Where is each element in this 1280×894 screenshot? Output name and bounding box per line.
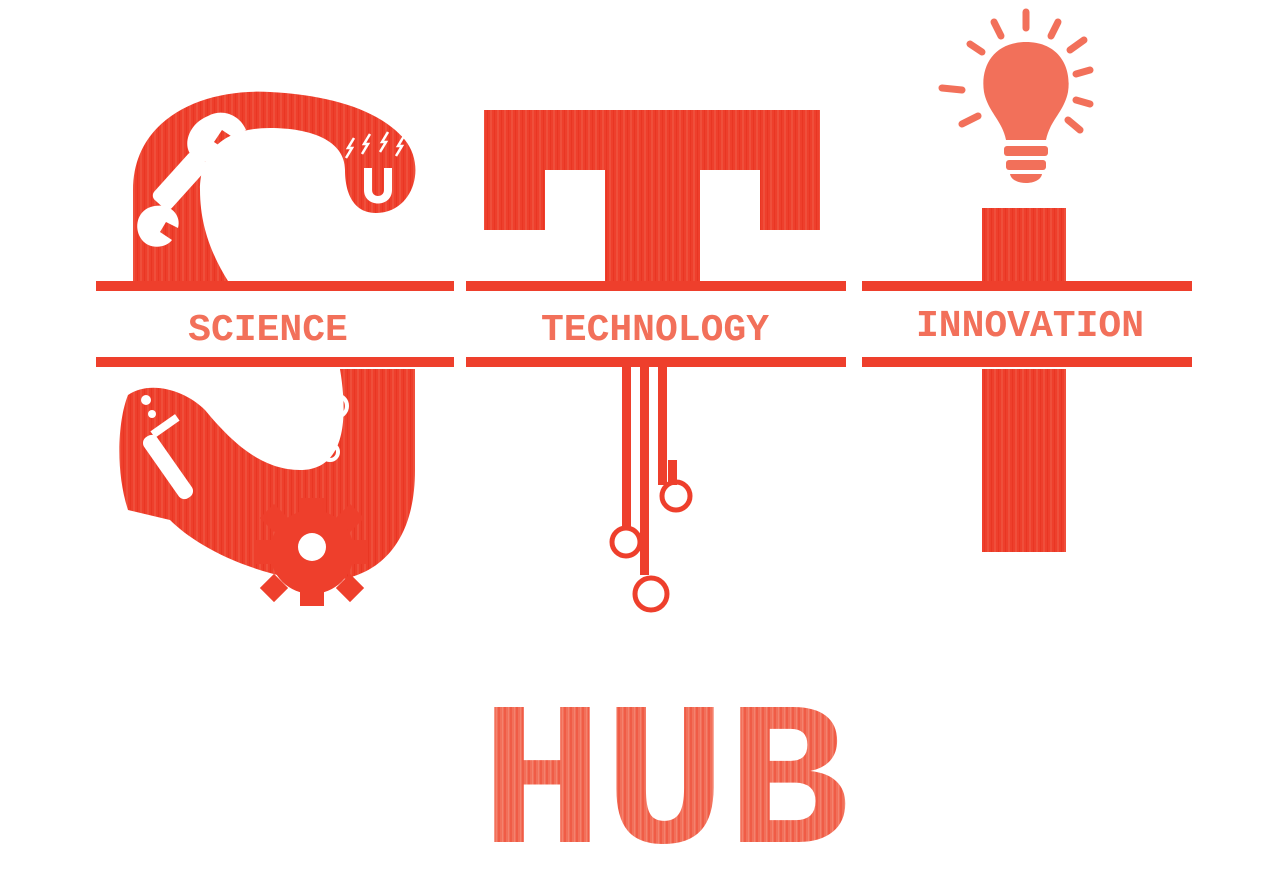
band-label-science: SCIENCE [188, 309, 348, 352]
test-tube-icon [141, 395, 194, 500]
band-innovation: INNOVATION [862, 281, 1192, 367]
letter-i [938, 8, 1094, 552]
molecule-icon [269, 393, 349, 462]
band-technology: TECHNOLOGY [466, 281, 846, 367]
wrench-icon [137, 112, 246, 247]
band-science: SCIENCE [96, 281, 454, 367]
hub-wordmark: HUB [480, 671, 849, 894]
band-label-technology: TECHNOLOGY [541, 309, 769, 352]
letter-t [484, 110, 820, 613]
letter-s [119, 91, 416, 606]
magnet-icon [344, 131, 406, 204]
circuit-icon [609, 365, 693, 613]
gear-icon [256, 498, 368, 606]
band-label-innovation: INNOVATION [916, 305, 1144, 348]
lightbulb-icon [938, 8, 1094, 183]
